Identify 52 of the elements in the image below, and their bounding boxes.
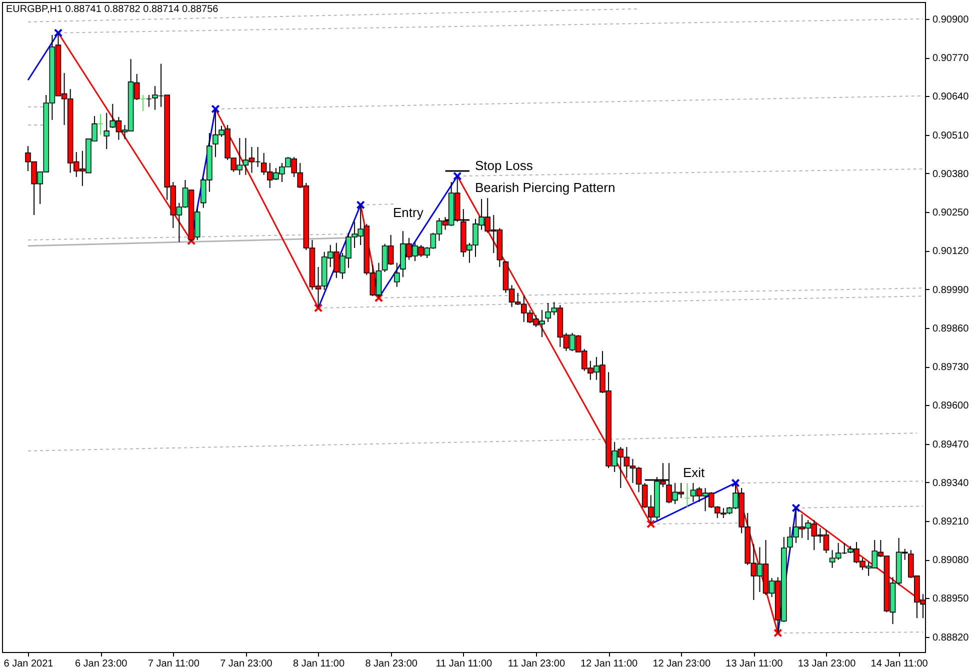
point <box>646 520 656 528</box>
x-tick-label: 7 Jan 11:00 <box>148 658 200 670</box>
point <box>453 172 462 180</box>
annotation: Entry <box>393 205 424 220</box>
y-tick-label: 0.90770 <box>932 53 970 64</box>
y-tick-label: 0.89860 <box>932 323 970 334</box>
x-tick-label: 7 Jan 23:00 <box>220 658 273 670</box>
x-tick-label: 12 Jan 23:00 <box>652 658 711 670</box>
y-tick-label: 0.89080 <box>932 555 970 566</box>
x-tick-label: 6 Jan 23:00 <box>74 658 128 670</box>
point <box>374 294 384 302</box>
point <box>211 104 220 114</box>
candlestick <box>140 94 146 112</box>
y-tick-label: 0.89600 <box>932 400 970 412</box>
y-tick-label: 0.89210 <box>932 516 970 528</box>
y-tick-label: 0.89340 <box>932 478 970 489</box>
y-tick-label: 0.90120 <box>932 246 970 258</box>
x-tick-label: 11 Jan 11:00 <box>436 658 493 670</box>
candlestick <box>146 94 152 108</box>
x-tick-label: 6 Jan 2021 <box>4 658 54 670</box>
x-tick-label: 13 Jan 11:00 <box>726 658 784 670</box>
annotation: Bearish Piercing Pattern <box>475 180 616 195</box>
y-tick-label: 0.89730 <box>932 362 970 374</box>
y-tick-label: 0.90510 <box>932 130 970 142</box>
point <box>356 200 365 210</box>
x-tick-label: 12 Jan 11:00 <box>580 658 638 670</box>
point <box>186 236 196 246</box>
annotation: Stop Loss <box>475 158 534 173</box>
point <box>731 478 740 488</box>
y-tick-label: 0.88820 <box>932 632 970 644</box>
point <box>314 304 323 312</box>
x-tick-label: 14 Jan 11:00 <box>870 658 928 670</box>
candlestick <box>104 112 110 150</box>
x-tick-label: 8 Jan 23:00 <box>365 658 418 670</box>
x-tick-label: 8 Jan 11:00 <box>293 658 345 670</box>
y-tick-label: 0.90250 <box>932 208 970 219</box>
x-tick-label: 11 Jan 23:00 <box>508 658 566 670</box>
candlestick <box>684 482 690 508</box>
x-tick-label: 13 Jan 23:00 <box>798 658 856 670</box>
point <box>774 628 782 638</box>
annotation: Exit <box>683 465 706 480</box>
candlestick <box>394 262 400 288</box>
y-tick-label: 0.89470 <box>932 439 970 450</box>
y-tick-label: 0.90380 <box>932 168 970 180</box>
chart-title: EURGBP,H1 0.88741 0.88782 0.88714 0.88756 <box>6 4 219 15</box>
candlestick <box>98 113 104 136</box>
y-tick-label: 0.90640 <box>932 92 970 103</box>
point <box>792 504 800 512</box>
y-tick-label: 0.89990 <box>932 284 970 296</box>
point <box>54 28 63 38</box>
y-tick-label: 0.88950 <box>932 594 970 605</box>
y-tick-label: 0.90900 <box>932 14 970 26</box>
